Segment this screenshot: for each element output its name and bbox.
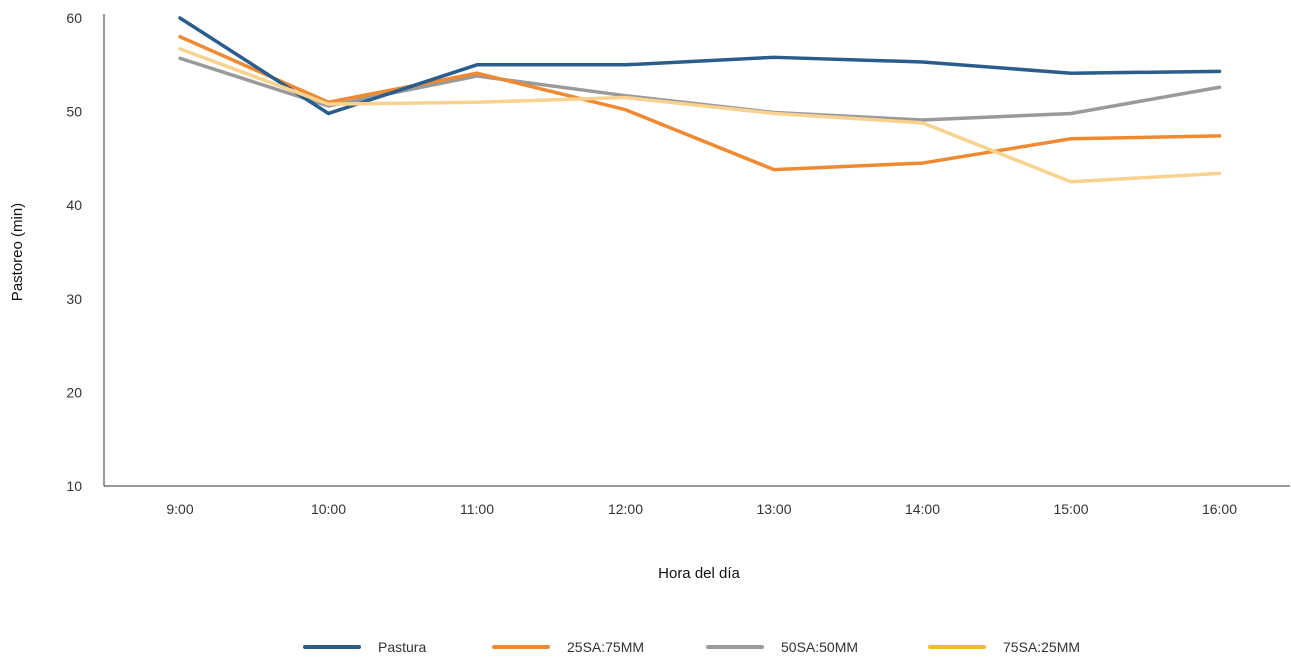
y-tick-label: 40 [66,197,82,213]
legend: Pastura 25SA:75MM 50SA:50MM 75SA:25MM [303,639,1080,655]
x-tick-label: 16:00 [1202,501,1237,517]
x-axis-ticks: 9:00 10:00 11:00 12:00 13:00 14:00 15:00 16:00 [166,501,1237,517]
x-tick-label: 12:00 [608,501,643,517]
legend-label: Pastura [378,639,426,655]
series-line-75sa-25mm [178,47,1222,184]
x-tick-label: 11:00 [460,501,494,517]
legend-label: 50SA:50MM [781,639,858,655]
x-tick-label: 9:00 [166,501,193,517]
x-tick-label: 14:00 [905,501,940,517]
x-tick-label: 13:00 [756,501,791,517]
x-axis-title: Hora del día [658,565,740,582]
series-lines [178,16,1222,184]
legend-label: 75SA:25MM [1003,639,1080,655]
y-tick-label: 50 [66,104,82,120]
legend-label: 25SA:75MM [567,639,644,655]
y-tick-label: 10 [66,478,82,494]
series-line-25sa-75mm [178,34,1222,172]
x-tick-label: 10:00 [311,501,346,517]
y-axis-title: Pastoreo (min) [9,203,26,301]
x-tick-label: 15:00 [1053,501,1088,517]
y-tick-label: 60 [66,10,82,26]
y-tick-label: 20 [66,384,82,400]
y-tick-label: 30 [66,291,82,307]
y-axis-ticks: 10 20 30 40 50 60 [66,10,82,494]
